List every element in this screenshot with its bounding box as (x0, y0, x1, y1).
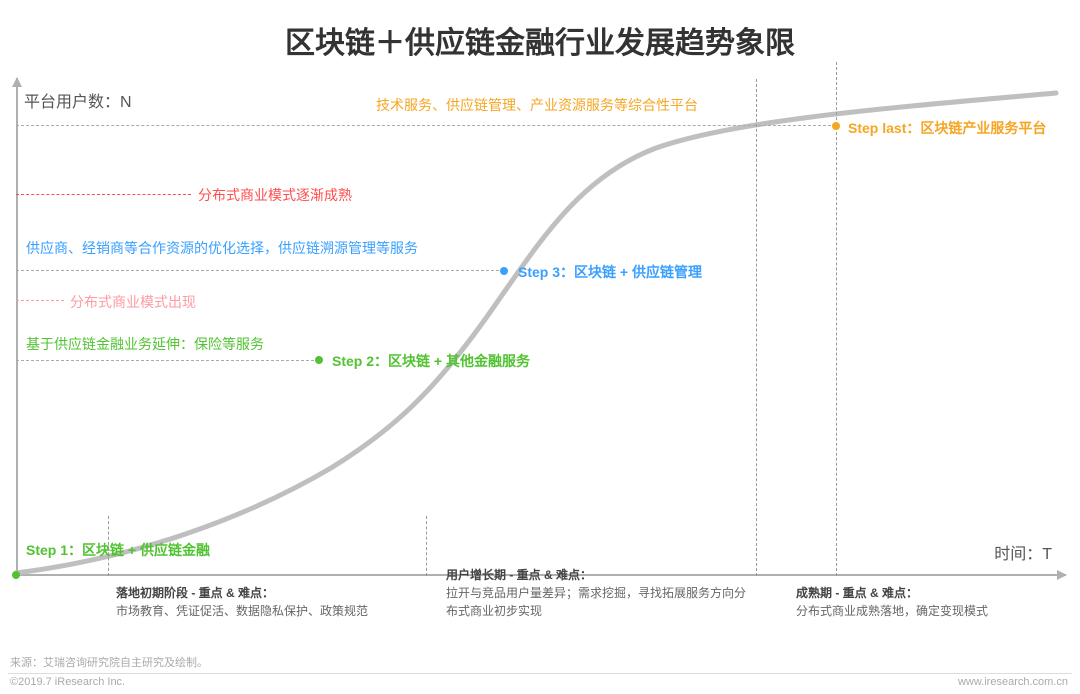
page-title: 区块链＋供应链金融行业发展趋势象限 (0, 18, 1080, 62)
phase-description: 落地初期阶段 - 重点 & 难点：市场教育、凭证促活、数据隐私保护、政策规范 (116, 584, 416, 620)
annotation-text: 供应商、经销商等合作资源的优化选择，供应链溯源管理等服务 (26, 238, 418, 258)
horizontal-guideline (16, 360, 319, 361)
vertical-guideline (836, 62, 837, 576)
horizontal-guideline (16, 300, 64, 301)
step-label: Step 3：区块链 + 供应链管理 (518, 262, 702, 282)
growth-curve (16, 78, 1066, 576)
annotation-text: 技术服务、供应链管理、产业资源服务等综合性平台 (376, 95, 698, 115)
phase-title: 成熟期 - 重点 & 难点： (796, 584, 1046, 602)
website-url: www.iresearch.com.cn (958, 676, 1068, 688)
horizontal-guideline (16, 270, 504, 271)
annotation-text: 分布式商业模式出现 (70, 292, 196, 312)
footer-rule (8, 673, 1072, 674)
horizontal-guideline (16, 125, 836, 126)
step-marker (500, 267, 508, 275)
step-label: Step last：区块链产业服务平台 (848, 118, 1046, 138)
step-label: Step 2：区块链 + 其他金融服务 (332, 351, 530, 371)
phase-body: 市场教育、凭证促活、数据隐私保护、政策规范 (116, 602, 416, 620)
chart-area: 平台用户数：N 时间：T Step 1：区块链 + 供应链金融Step 2：区块… (16, 78, 1066, 638)
phase-body: 拉开与竞品用户量差异；需求挖掘，寻找拓展服务方向分布式商业初步实现 (446, 584, 746, 620)
step-label: Step 1：区块链 + 供应链金融 (26, 540, 210, 560)
vertical-guideline (426, 516, 427, 576)
phase-description: 用户增长期 - 重点 & 难点：拉开与竞品用户量差异；需求挖掘，寻找拓展服务方向… (446, 566, 746, 620)
horizontal-guideline (16, 194, 191, 195)
phase-body: 分布式商业成熟落地，确定变现模式 (796, 602, 1046, 620)
phase-title: 落地初期阶段 - 重点 & 难点： (116, 584, 416, 602)
step-marker (832, 122, 840, 130)
annotation-text: 分布式商业模式逐渐成熟 (198, 185, 352, 205)
copyright-text: ©2019.7 iResearch Inc. (10, 676, 125, 688)
phase-title: 用户增长期 - 重点 & 难点： (446, 566, 746, 584)
source-text: 来源：艾瑞咨询研究院自主研究及绘制。 (10, 654, 208, 670)
step-marker (315, 356, 323, 364)
phase-description: 成熟期 - 重点 & 难点：分布式商业成熟落地，确定变现模式 (796, 584, 1046, 620)
annotation-text: 基于供应链金融业务延伸：保险等服务 (26, 334, 264, 354)
step-marker (12, 571, 20, 579)
vertical-guideline (756, 79, 757, 576)
